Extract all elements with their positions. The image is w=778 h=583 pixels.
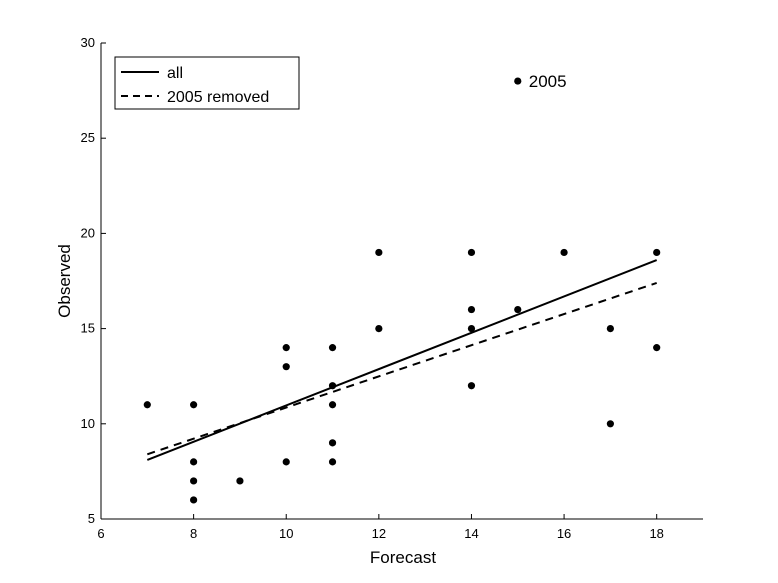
annotation-label-2005: 2005	[529, 72, 567, 91]
x-tick-label-14: 14	[464, 526, 478, 541]
data-point	[282, 344, 290, 352]
data-points	[143, 77, 661, 504]
data-point	[514, 77, 522, 85]
data-point	[282, 363, 290, 371]
x-tick-label-12: 12	[372, 526, 386, 541]
y-tick-label-10: 10	[81, 416, 95, 431]
x-tick-label-16: 16	[557, 526, 571, 541]
data-point	[653, 344, 661, 352]
y-tick-label-5: 5	[88, 511, 95, 526]
y-axis-label: Observed	[55, 244, 74, 318]
data-point	[328, 382, 337, 390]
data-point	[190, 496, 198, 504]
annotations: 2005	[529, 72, 567, 91]
data-point	[282, 458, 290, 466]
data-point	[560, 248, 568, 257]
data-point	[467, 248, 476, 257]
regression-lines	[146, 259, 658, 461]
data-point	[190, 401, 198, 409]
data-point	[467, 382, 476, 390]
data-point	[328, 344, 337, 352]
x-tick-label-18: 18	[649, 526, 663, 541]
data-point	[143, 401, 151, 409]
y-tick-label-15: 15	[81, 321, 95, 336]
y-tick-label-25: 25	[81, 130, 95, 145]
series-line-2005-removed	[146, 281, 658, 456]
legend-label-2005-removed: 2005 removed	[167, 89, 269, 106]
data-point	[467, 305, 476, 314]
legend-box	[114, 56, 300, 110]
x-axis-label: Forecast	[370, 548, 436, 567]
legend-label-all: all	[167, 65, 183, 82]
x-tick-label-10: 10	[279, 526, 293, 541]
x-tick-label-6: 6	[97, 526, 104, 541]
data-point	[328, 439, 337, 447]
data-point	[190, 477, 198, 485]
data-point	[467, 325, 476, 333]
data-point	[190, 458, 198, 466]
legend: all 2005 removed	[114, 56, 300, 110]
series-line-all	[146, 259, 658, 461]
data-point	[606, 420, 614, 428]
data-point	[375, 325, 383, 333]
data-point	[375, 248, 383, 257]
data-point	[236, 477, 244, 485]
y-tick-label-20: 20	[81, 225, 95, 240]
axes	[100, 43, 703, 520]
data-point	[328, 458, 337, 466]
data-point	[653, 248, 661, 257]
tick-marks: 6 8 10 12 14 16 18 5 10 15 20 25 30	[81, 35, 664, 541]
data-point	[514, 305, 522, 314]
y-tick-label-30: 30	[81, 35, 95, 50]
data-point	[328, 401, 337, 409]
x-tick-label-8: 8	[190, 526, 197, 541]
data-point	[606, 325, 614, 333]
